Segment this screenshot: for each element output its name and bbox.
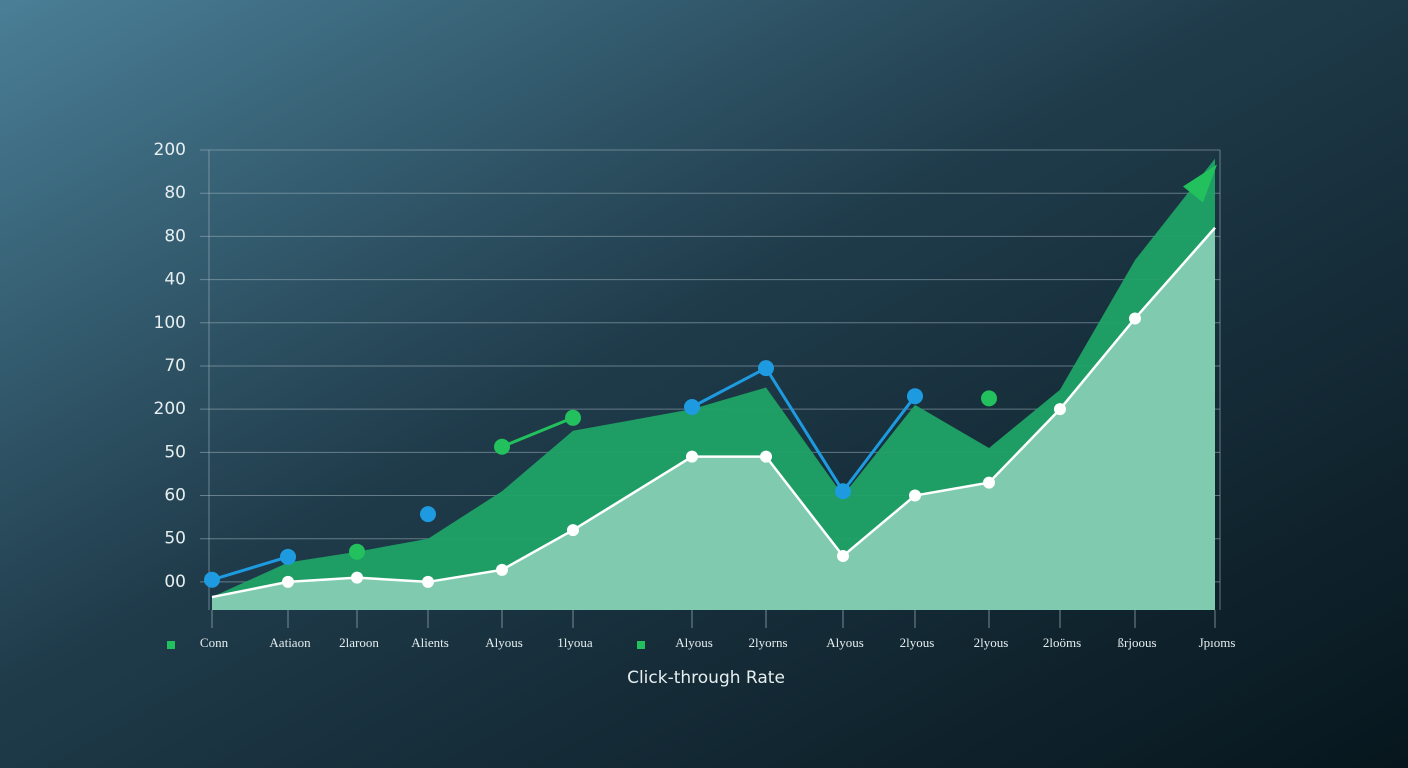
area-line xyxy=(211,226,1216,599)
point xyxy=(565,409,581,426)
point xyxy=(1054,403,1066,416)
point xyxy=(349,543,365,560)
point xyxy=(420,506,436,523)
point xyxy=(280,548,296,565)
y-tick-label: 50 xyxy=(164,442,186,462)
y-tick-label: 50 xyxy=(164,529,186,549)
y-tick-label: 200 xyxy=(154,399,186,419)
arrow-head xyxy=(1183,164,1217,203)
y-tick-label: 80 xyxy=(164,183,186,203)
point xyxy=(909,489,921,502)
point xyxy=(981,390,997,407)
point xyxy=(494,438,510,455)
x-tick-label: Alients xyxy=(411,635,449,650)
y-tick-label: 00 xyxy=(164,572,186,592)
point xyxy=(684,398,700,415)
x-tick-label: Jpıoms xyxy=(1199,635,1236,650)
point xyxy=(837,550,849,563)
point xyxy=(835,483,851,500)
y-tick-label: 200 xyxy=(154,140,186,160)
y-tick-label: 100 xyxy=(154,313,186,333)
point xyxy=(204,571,220,588)
y-tick-label: 80 xyxy=(164,226,186,246)
x-tick-label: Conn xyxy=(200,635,229,650)
point xyxy=(686,450,698,463)
y-tick-label: 70 xyxy=(164,356,186,376)
x-tick-label: 2laroon xyxy=(339,635,379,650)
point xyxy=(760,450,772,463)
point xyxy=(907,388,923,405)
y-tick-label: 60 xyxy=(164,486,186,506)
y-tick-label: 40 xyxy=(164,270,186,290)
point xyxy=(496,563,508,576)
legend-swatch xyxy=(167,641,175,649)
x-tick-label: Alyous xyxy=(826,635,864,650)
line xyxy=(211,366,917,582)
x-tick-label: 2lyous xyxy=(900,635,935,650)
point xyxy=(758,360,774,377)
point xyxy=(567,524,579,537)
point xyxy=(1129,312,1141,325)
area xyxy=(212,227,1215,611)
x-tick-label: ßrjoous xyxy=(1118,635,1157,650)
x-axis-label: Click-through Rate xyxy=(627,668,785,688)
x-tick-label: Alyous xyxy=(675,635,713,650)
point xyxy=(351,571,363,584)
x-tick-label: 2lyous xyxy=(974,635,1009,650)
x-tick-label: 2lyorns xyxy=(749,635,788,650)
x-tick-label: 1lyoua xyxy=(557,635,593,650)
x-tick-label: Alyous xyxy=(485,635,523,650)
legend-swatch xyxy=(637,641,645,649)
x-tick-label: Aatiaon xyxy=(269,635,311,650)
point xyxy=(983,476,995,489)
x-tick-label: 2loöms xyxy=(1043,635,1081,650)
point xyxy=(282,575,294,588)
point xyxy=(422,575,434,588)
